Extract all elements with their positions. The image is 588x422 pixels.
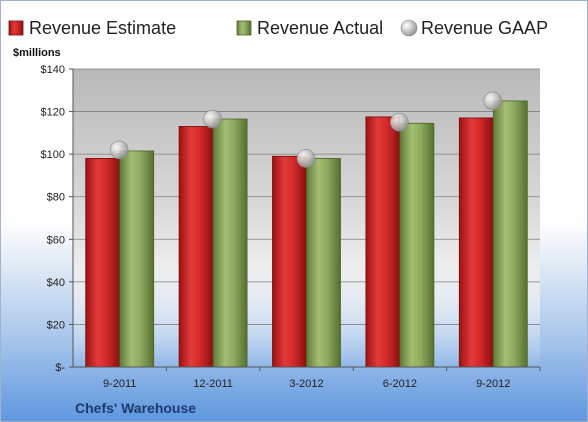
marker-gaap-3-2012 <box>296 149 316 168</box>
y-tick-label: $- <box>55 362 65 374</box>
marker-gaap-6-2012 <box>390 112 409 132</box>
marker-gaap-9-2012 <box>483 91 503 111</box>
bars <box>85 100 528 368</box>
x-axis-ticks: 9-2011 12-2011 3-2012 6-2012 9-2012 <box>103 367 541 390</box>
x-tick-label: 12-2011 <box>193 378 233 390</box>
y-tick-label: $80 <box>47 192 65 204</box>
company-name: Chefs' Warehouse <box>75 400 196 416</box>
legend-label-gaap: Revenue GAAP <box>421 18 548 38</box>
y-tick-label: $100 <box>41 149 65 161</box>
y-tick-label: $140 <box>41 64 65 76</box>
x-tick-label: 3-2012 <box>289 378 323 390</box>
bar-estimate-9-2011 <box>85 157 121 368</box>
y-axis-unit-label: $millions <box>13 47 61 59</box>
marker-gaap-12-2011 <box>203 109 222 129</box>
legend-label-actual: Revenue Actual <box>257 18 383 38</box>
legend-swatch-actual <box>236 20 252 36</box>
legend: Revenue Estimate Revenue Actual Revenue … <box>8 18 548 38</box>
x-tick-label: 6-2012 <box>383 378 417 390</box>
y-tick-label: $20 <box>47 319 65 331</box>
bar-estimate-6-2012 <box>365 116 401 368</box>
bar-actual-9-2012 <box>492 100 528 368</box>
y-axis-ticks: $- $20 $40 $60 $80 $100 $120 $140 <box>41 64 73 374</box>
bar-actual-12-2011 <box>212 118 248 368</box>
y-tick-label: $120 <box>41 107 65 119</box>
x-tick-label: 9-2011 <box>103 378 136 390</box>
y-tick-label: $40 <box>47 277 65 289</box>
bar-estimate-9-2012 <box>458 117 494 368</box>
y-tick-label: $60 <box>47 234 65 246</box>
bar-actual-6-2012 <box>399 122 435 368</box>
legend-swatch-gaap <box>400 19 418 37</box>
bar-actual-3-2012 <box>306 157 341 368</box>
marker-gaap-9-2011 <box>109 140 129 160</box>
bar-estimate-3-2012 <box>272 155 307 368</box>
bar-estimate-12-2011 <box>178 126 214 368</box>
legend-swatch-estimate <box>8 20 24 36</box>
x-tick-label: 9-2012 <box>476 378 510 390</box>
gaap-markers <box>109 91 503 168</box>
bar-actual-9-2011 <box>119 150 155 368</box>
legend-label-estimate: Revenue Estimate <box>29 18 176 38</box>
